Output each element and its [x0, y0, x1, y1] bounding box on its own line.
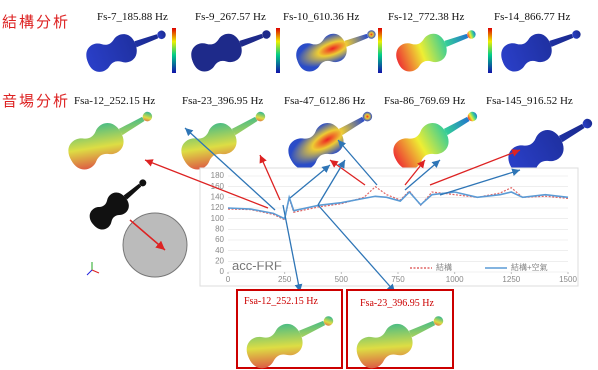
chart-title: acc-FRF [232, 258, 282, 273]
violin-image [283, 100, 379, 174]
x-tick-label: 750 [391, 275, 405, 284]
mode-label: Fsa-47_612.86 Hz [284, 95, 365, 107]
structural-row: Fs-7_185.88 Hz Fs-9_267.57 Hz Fs-10_610.… [83, 11, 586, 75]
mode-label: Fs-14_866.77 Hz [494, 11, 571, 23]
color-bar [488, 28, 492, 73]
violin-image [393, 20, 481, 75]
y-tick-label: 100 [211, 214, 225, 223]
mode-label: Fsa-86_769.69 Hz [384, 95, 465, 107]
highlight-label: Fsa-23_396.95 Hz [360, 298, 434, 309]
y-tick-label: 120 [211, 203, 225, 212]
highlight-label: Fsa-12_252.15 Hz [244, 296, 318, 307]
structural-heading: 結構分析 [2, 14, 70, 31]
x-tick-label: 1500 [559, 275, 577, 284]
legend-label: 結構+空氣 [511, 262, 548, 272]
violin-image [83, 20, 171, 75]
y-tick-label: 60 [215, 235, 224, 244]
color-bar [172, 28, 176, 73]
y-tick-label: 140 [211, 192, 225, 201]
mode-label: Fs-12_772.38 Hz [388, 11, 465, 23]
legend-label: 結構 [436, 262, 452, 272]
y-tick-label: 80 [215, 224, 224, 233]
mode-label: Fs-7_185.88 Hz [97, 11, 168, 23]
color-bar [276, 28, 280, 73]
model-preview [86, 172, 187, 277]
x-tick-label: 1000 [446, 275, 464, 284]
violin-image [293, 20, 381, 75]
y-tick-label: 0 [220, 267, 225, 276]
y-tick-label: 180 [211, 171, 225, 180]
mode-label: Fs-9_267.57 Hz [195, 11, 266, 23]
highlight-boxes: Fsa-12_252.15 Hz Fsa-23_396.95 Hz [237, 290, 453, 370]
x-tick-label: 1250 [502, 275, 520, 284]
mode-label: Fs-10_610.36 Hz [283, 11, 360, 23]
x-tick-label: 250 [278, 275, 292, 284]
y-tick-label: 40 [215, 246, 224, 255]
acoustic-heading: 音場分析 [2, 93, 70, 110]
color-bar [378, 28, 382, 73]
violin-image [63, 100, 159, 174]
mode-label: Fsa-145_916.52 Hz [486, 95, 573, 107]
axis-triad [92, 270, 99, 273]
violin-image [498, 20, 586, 75]
violin-image [188, 20, 276, 75]
mode-label: Fsa-23_396.95 Hz [182, 95, 263, 107]
x-tick-label: 500 [335, 275, 349, 284]
figure: 結構分析 音場分析 Fs-7_185.88 Hz Fs-9_267.57 Hz … [0, 0, 598, 370]
mode-label: Fsa-12_252.15 Hz [74, 95, 155, 107]
y-tick-label: 20 [215, 256, 224, 265]
axis-triad [87, 270, 92, 275]
x-tick-label: 0 [226, 275, 231, 284]
